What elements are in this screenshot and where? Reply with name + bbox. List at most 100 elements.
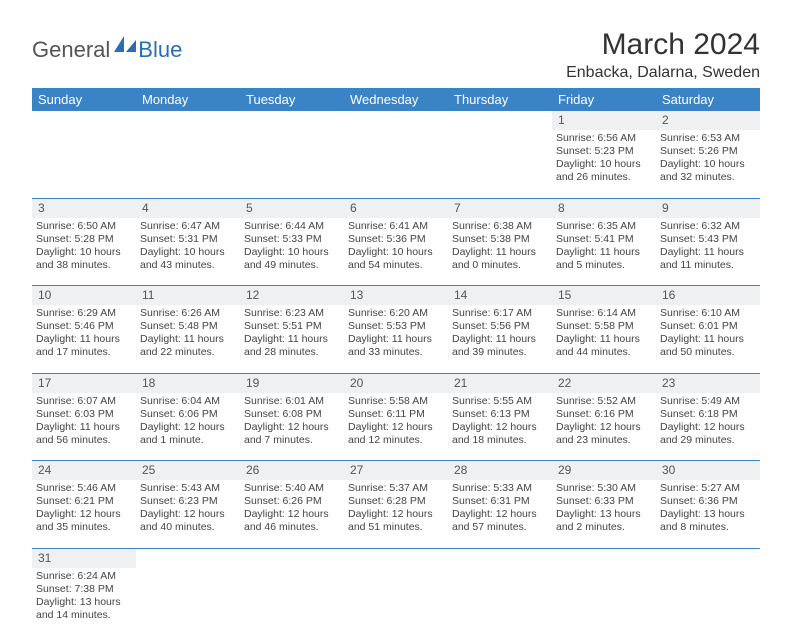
- day-info-line: Sunrise: 5:27 AM: [660, 482, 756, 495]
- day-number-cell: 25: [136, 461, 240, 481]
- day-detail-cell: [240, 568, 344, 636]
- day-info-line: Sunset: 7:38 PM: [36, 583, 132, 596]
- day-info-line: Sunrise: 6:29 AM: [36, 307, 132, 320]
- day-info-line: Sunrise: 6:20 AM: [348, 307, 444, 320]
- day-number-cell: 28: [448, 461, 552, 481]
- day-info-line: Sunset: 6:28 PM: [348, 495, 444, 508]
- day-number-cell: 14: [448, 286, 552, 306]
- day-info-line: and 17 minutes.: [36, 346, 132, 359]
- day-detail-row: Sunrise: 6:07 AMSunset: 6:03 PM Daylight:…: [32, 393, 760, 461]
- day-number-cell: 31: [32, 548, 136, 568]
- day-info-line: Daylight: 12 hours: [140, 421, 236, 434]
- day-info-line: Daylight: 11 hours: [244, 333, 340, 346]
- weekday-header: Tuesday: [240, 88, 344, 111]
- day-number-cell: 10: [32, 286, 136, 306]
- day-info-line: Sunrise: 5:52 AM: [556, 395, 652, 408]
- day-detail-cell: Sunrise: 6:24 AMSunset: 7:38 PMDaylight:…: [32, 568, 136, 636]
- day-detail-cell: Sunrise: 5:40 AMSunset: 6:26 PMDaylight:…: [240, 480, 344, 548]
- day-info-line: and 54 minutes.: [348, 259, 444, 272]
- day-info-line: Sunset: 6:13 PM: [452, 408, 548, 421]
- weekday-header: Monday: [136, 88, 240, 111]
- day-detail-row: Sunrise: 6:29 AMSunset: 5:46 PMDaylight:…: [32, 305, 760, 373]
- day-info-line: Daylight: 12 hours: [348, 421, 444, 434]
- page-title: March 2024: [566, 28, 760, 62]
- day-info-line: Sunrise: 5:37 AM: [348, 482, 444, 495]
- day-info-line: Sunset: 5:36 PM: [348, 233, 444, 246]
- header: General Blue March 2024 Enbacka, Dalarna…: [32, 28, 760, 82]
- day-number-cell: [136, 111, 240, 130]
- day-info-line: and 40 minutes.: [140, 521, 236, 534]
- day-number-cell: 19: [240, 373, 344, 393]
- day-info-line: Sunset: 6:03 PM: [36, 408, 132, 421]
- weekday-header: Wednesday: [344, 88, 448, 111]
- day-info-line: Sunrise: 6:17 AM: [452, 307, 548, 320]
- day-detail-row: Sunrise: 6:24 AMSunset: 7:38 PMDaylight:…: [32, 568, 760, 636]
- day-number-cell: 23: [656, 373, 760, 393]
- day-number-cell: 22: [552, 373, 656, 393]
- day-info-line: Sunrise: 6:01 AM: [244, 395, 340, 408]
- day-info-line: and 8 minutes.: [660, 521, 756, 534]
- sail-icon: [114, 36, 136, 57]
- day-number-cell: 1: [552, 111, 656, 130]
- day-info-line: and 22 minutes.: [140, 346, 236, 359]
- logo-text-blue: Blue: [138, 37, 182, 63]
- day-info-line: Daylight: 10 hours: [556, 158, 652, 171]
- day-detail-cell: [240, 130, 344, 198]
- day-info-line: Sunrise: 6:04 AM: [140, 395, 236, 408]
- day-detail-cell: Sunrise: 5:52 AMSunset: 6:16 PMDaylight:…: [552, 393, 656, 461]
- day-info-line: and 50 minutes.: [660, 346, 756, 359]
- day-info-line: Daylight: 10 hours: [36, 246, 132, 259]
- day-detail-cell: Sunrise: 6:01 AMSunset: 6:08 PMDaylight:…: [240, 393, 344, 461]
- day-detail-cell: [136, 130, 240, 198]
- day-info-line: Sunset: 5:41 PM: [556, 233, 652, 246]
- day-info-line: and 33 minutes.: [348, 346, 444, 359]
- day-info-line: Sunrise: 5:40 AM: [244, 482, 340, 495]
- day-info-line: Daylight: 11 hours: [140, 333, 236, 346]
- day-number-cell: 18: [136, 373, 240, 393]
- day-info-line: Sunset: 5:23 PM: [556, 145, 652, 158]
- day-number-cell: 30: [656, 461, 760, 481]
- day-info-line: Daylight: 10 hours: [140, 246, 236, 259]
- day-info-line: Sunset: 5:38 PM: [452, 233, 548, 246]
- day-number-row: 24252627282930: [32, 461, 760, 481]
- day-number-row: 17181920212223: [32, 373, 760, 393]
- day-info-line: Daylight: 11 hours: [556, 333, 652, 346]
- day-number-cell: 13: [344, 286, 448, 306]
- day-number-cell: 21: [448, 373, 552, 393]
- day-info-line: and 14 minutes.: [36, 609, 132, 622]
- title-block: March 2024 Enbacka, Dalarna, Sweden: [566, 28, 760, 82]
- day-info-line: Daylight: 11 hours: [660, 246, 756, 259]
- day-number-cell: 16: [656, 286, 760, 306]
- day-info-line: Sunrise: 6:07 AM: [36, 395, 132, 408]
- weekday-header-row: Sunday Monday Tuesday Wednesday Thursday…: [32, 88, 760, 111]
- day-info-line: Sunset: 6:31 PM: [452, 495, 548, 508]
- day-info-line: and 23 minutes.: [556, 434, 652, 447]
- day-info-line: Daylight: 12 hours: [140, 508, 236, 521]
- day-number-cell: 12: [240, 286, 344, 306]
- day-info-line: and 44 minutes.: [556, 346, 652, 359]
- day-info-line: and 5 minutes.: [556, 259, 652, 272]
- day-detail-cell: Sunrise: 6:20 AMSunset: 5:53 PMDaylight:…: [344, 305, 448, 373]
- day-info-line: Sunrise: 6:44 AM: [244, 220, 340, 233]
- day-info-line: Daylight: 11 hours: [660, 333, 756, 346]
- day-detail-cell: [656, 568, 760, 636]
- day-info-line: Sunset: 6:01 PM: [660, 320, 756, 333]
- day-number-cell: 7: [448, 198, 552, 218]
- day-info-line: Sunset: 5:33 PM: [244, 233, 340, 246]
- day-info-line: and 0 minutes.: [452, 259, 548, 272]
- day-detail-cell: [32, 130, 136, 198]
- weekday-header: Saturday: [656, 88, 760, 111]
- day-info-line: Sunrise: 5:43 AM: [140, 482, 236, 495]
- day-info-line: and 46 minutes.: [244, 521, 340, 534]
- day-info-line: Daylight: 13 hours: [556, 508, 652, 521]
- day-info-line: Daylight: 12 hours: [556, 421, 652, 434]
- day-detail-cell: Sunrise: 5:49 AMSunset: 6:18 PMDaylight:…: [656, 393, 760, 461]
- day-info-line: Sunset: 6:36 PM: [660, 495, 756, 508]
- day-number-cell: 20: [344, 373, 448, 393]
- day-info-line: and 35 minutes.: [36, 521, 132, 534]
- day-info-line: and 18 minutes.: [452, 434, 548, 447]
- day-info-line: Sunset: 5:56 PM: [452, 320, 548, 333]
- day-info-line: Sunset: 5:48 PM: [140, 320, 236, 333]
- day-info-line: and 43 minutes.: [140, 259, 236, 272]
- day-detail-cell: Sunrise: 6:47 AMSunset: 5:31 PMDaylight:…: [136, 218, 240, 286]
